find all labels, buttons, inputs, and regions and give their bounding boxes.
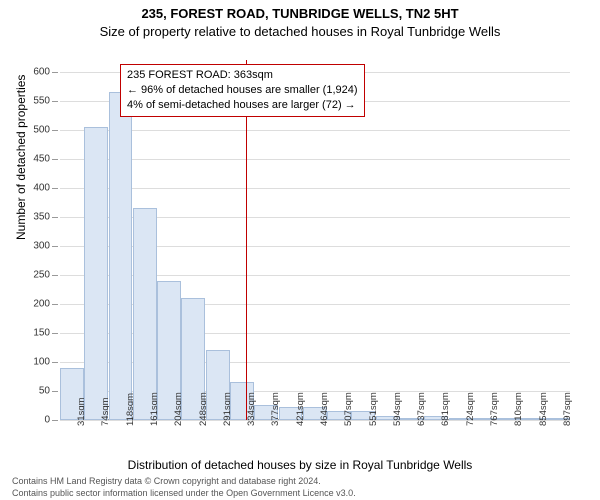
- y-tick: [52, 130, 58, 131]
- y-tick: [52, 304, 58, 305]
- annotation-line: ← 96% of detached houses are smaller (1,…: [127, 83, 358, 98]
- y-tick-label: 200: [33, 298, 50, 309]
- y-tick: [52, 333, 58, 334]
- x-axis-title: Distribution of detached houses by size …: [0, 458, 600, 472]
- gridline: [60, 188, 570, 189]
- y-axis-title: Number of detached properties: [14, 75, 28, 240]
- y-tick-label: 0: [44, 415, 50, 426]
- y-tick-label: 550: [33, 95, 50, 106]
- y-tick: [52, 362, 58, 363]
- x-tick-label: 637sqm: [416, 392, 427, 426]
- y-tick: [52, 101, 58, 102]
- y-tick-label: 150: [33, 327, 50, 338]
- chart-subtitle: Size of property relative to detached ho…: [0, 24, 600, 39]
- y-tick-label: 600: [33, 66, 50, 77]
- y-tick: [52, 159, 58, 160]
- x-tick-label: 810sqm: [513, 392, 524, 426]
- x-tick-label: 594sqm: [392, 392, 403, 426]
- histogram-bar: [133, 208, 157, 420]
- y-tick: [52, 275, 58, 276]
- x-tick-label: 854sqm: [538, 392, 549, 426]
- y-tick-label: 350: [33, 211, 50, 222]
- gridline: [60, 130, 570, 131]
- y-tick: [52, 188, 58, 189]
- y-tick-label: 100: [33, 356, 50, 367]
- y-tick: [52, 217, 58, 218]
- y-tick-label: 500: [33, 124, 50, 135]
- y-tick-label: 50: [39, 385, 50, 396]
- annotation-box: 235 FOREST ROAD: 363sqm← 96% of detached…: [120, 64, 365, 117]
- annotation-line: 4% of semi-detached houses are larger (7…: [127, 98, 358, 113]
- y-tick-label: 450: [33, 153, 50, 164]
- histogram-bar: [109, 92, 133, 420]
- x-tick-label: 681sqm: [440, 392, 451, 426]
- plot-area: 05010015020025030035040045050055060031sq…: [60, 60, 570, 420]
- y-tick: [52, 246, 58, 247]
- footer-line-2: Contains public sector information licen…: [12, 488, 356, 498]
- x-tick-label: 551sqm: [368, 392, 379, 426]
- y-tick: [52, 72, 58, 73]
- y-tick-label: 400: [33, 182, 50, 193]
- y-tick: [52, 420, 58, 421]
- annotation-line: 235 FOREST ROAD: 363sqm: [127, 68, 358, 83]
- y-tick: [52, 391, 58, 392]
- x-tick-label: 767sqm: [489, 392, 500, 426]
- y-tick-label: 300: [33, 240, 50, 251]
- x-tick-label: 507sqm: [343, 392, 354, 426]
- footer-line-1: Contains HM Land Registry data © Crown c…: [12, 476, 321, 486]
- histogram-bar: [84, 127, 108, 420]
- chart-container: 235, FOREST ROAD, TUNBRIDGE WELLS, TN2 5…: [0, 0, 600, 500]
- x-tick-label: 724sqm: [465, 392, 476, 426]
- x-tick-label: 897sqm: [562, 392, 573, 426]
- y-tick-label: 250: [33, 269, 50, 280]
- x-tick-label: 464sqm: [319, 392, 330, 426]
- page-title: 235, FOREST ROAD, TUNBRIDGE WELLS, TN2 5…: [0, 6, 600, 21]
- gridline: [60, 159, 570, 160]
